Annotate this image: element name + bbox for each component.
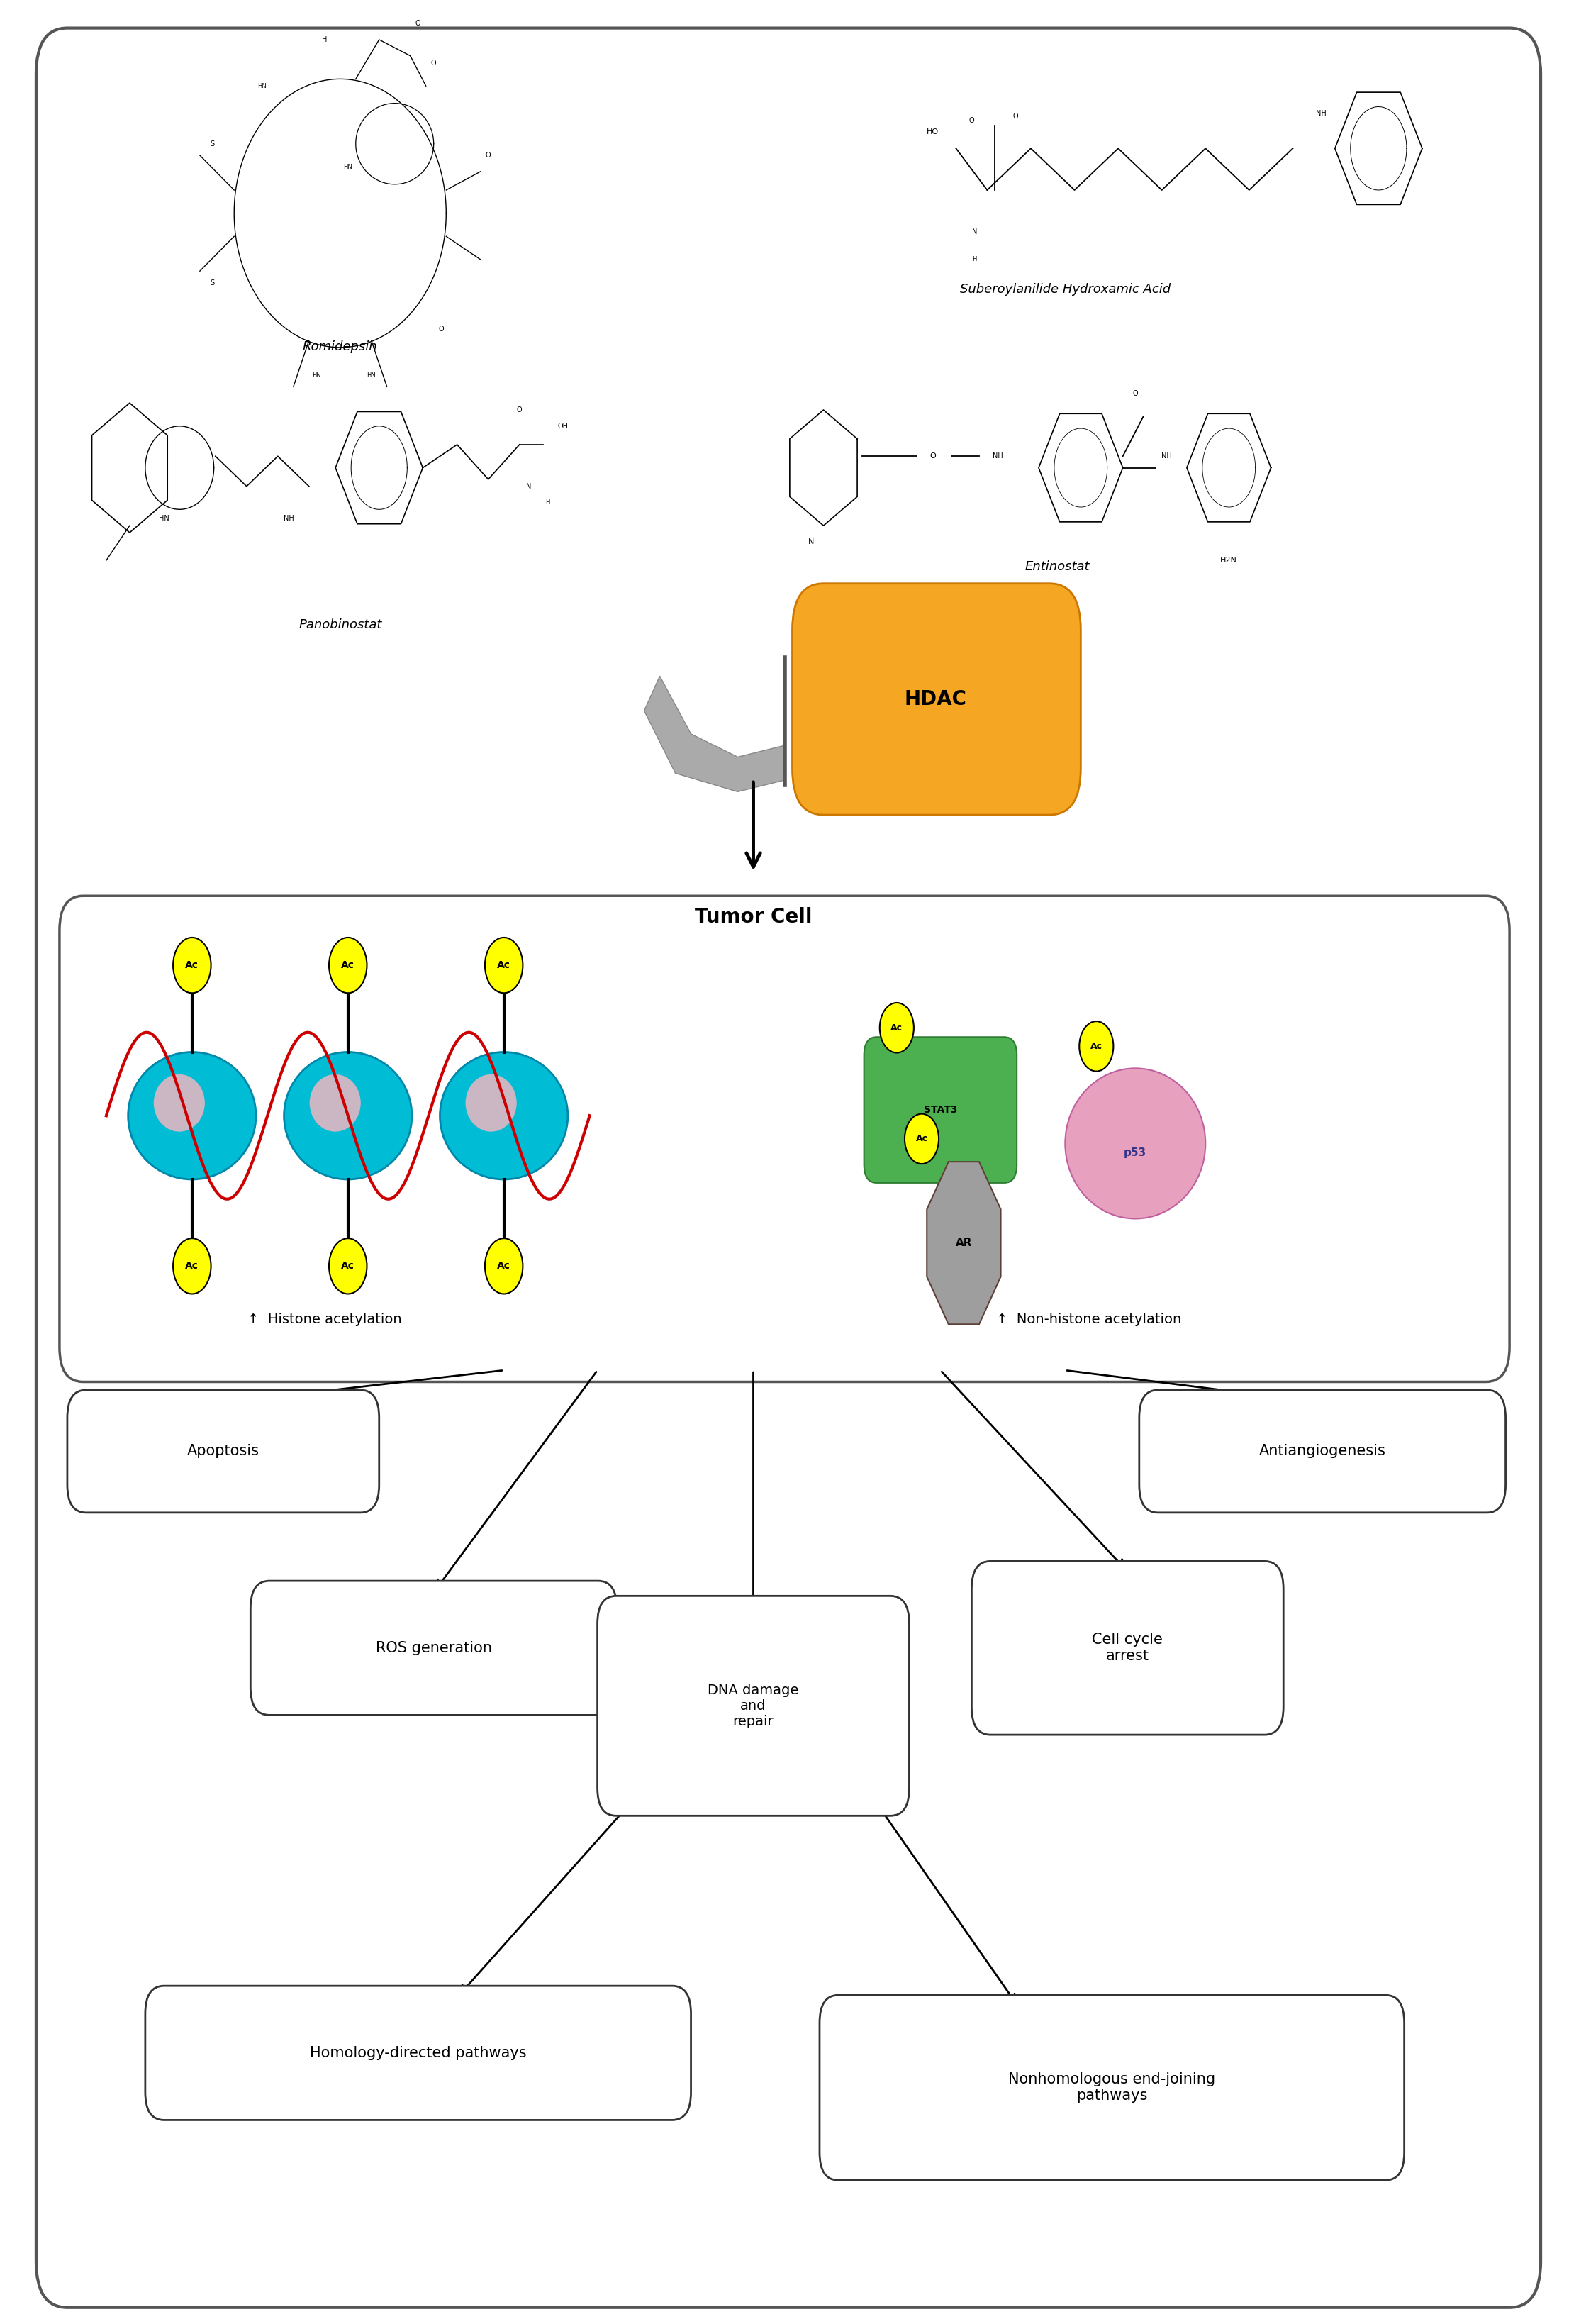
Text: OH: OH: [559, 423, 568, 430]
Text: H: H: [973, 256, 977, 263]
Ellipse shape: [129, 1053, 256, 1178]
Text: O: O: [516, 407, 522, 414]
FancyBboxPatch shape: [67, 1390, 380, 1513]
Text: NH: NH: [284, 516, 293, 523]
Text: Ac: Ac: [1090, 1041, 1103, 1050]
Text: Cell cycle
arrest: Cell cycle arrest: [1092, 1634, 1163, 1664]
Ellipse shape: [284, 1053, 411, 1178]
Text: N: N: [973, 228, 977, 235]
Text: O: O: [1133, 390, 1138, 397]
Ellipse shape: [485, 937, 522, 992]
Text: Tumor Cell: Tumor Cell: [695, 906, 813, 927]
Text: ROS generation: ROS generation: [375, 1641, 491, 1655]
Text: Apoptosis: Apoptosis: [187, 1443, 259, 1459]
FancyBboxPatch shape: [598, 1597, 908, 1815]
FancyBboxPatch shape: [792, 583, 1081, 816]
Polygon shape: [645, 676, 784, 792]
Ellipse shape: [154, 1074, 206, 1132]
Text: O: O: [1012, 112, 1018, 119]
Text: N: N: [808, 539, 814, 546]
Text: STAT3: STAT3: [924, 1104, 957, 1116]
Text: Antiangiogenesis: Antiangiogenesis: [1258, 1443, 1385, 1459]
FancyBboxPatch shape: [36, 28, 1541, 2308]
Text: O: O: [416, 21, 420, 28]
Ellipse shape: [905, 1113, 938, 1164]
Ellipse shape: [173, 1239, 210, 1294]
Text: Romidepsin: Romidepsin: [303, 342, 378, 353]
Text: H2N: H2N: [1221, 558, 1238, 565]
FancyBboxPatch shape: [1139, 1390, 1506, 1513]
Text: Nonhomologous end-joining
pathways: Nonhomologous end-joining pathways: [1009, 2073, 1216, 2103]
Text: p53: p53: [1123, 1148, 1147, 1157]
Text: O: O: [485, 151, 491, 158]
FancyBboxPatch shape: [251, 1580, 617, 1715]
Ellipse shape: [485, 1239, 522, 1294]
FancyBboxPatch shape: [60, 895, 1509, 1383]
Text: NH: NH: [1316, 109, 1326, 116]
Ellipse shape: [466, 1074, 516, 1132]
Text: N: N: [526, 483, 532, 490]
Text: Ac: Ac: [916, 1134, 927, 1143]
Text: Homology-directed pathways: Homology-directed pathways: [309, 2045, 527, 2059]
Text: O: O: [929, 453, 935, 460]
Text: S: S: [210, 279, 215, 286]
Text: HN: HN: [312, 372, 322, 379]
Ellipse shape: [1079, 1020, 1114, 1071]
Ellipse shape: [1065, 1069, 1205, 1218]
Text: NH: NH: [1161, 453, 1172, 460]
Text: Ac: Ac: [185, 960, 199, 969]
Text: DNA damage
and
repair: DNA damage and repair: [708, 1683, 799, 1729]
Ellipse shape: [309, 1074, 361, 1132]
Text: O: O: [431, 58, 436, 67]
Ellipse shape: [880, 1002, 913, 1053]
Text: HDAC: HDAC: [905, 690, 967, 709]
Text: H: H: [546, 500, 549, 507]
Text: Panobinostat: Panobinostat: [298, 618, 381, 630]
Ellipse shape: [329, 1239, 367, 1294]
Text: Ac: Ac: [497, 1262, 510, 1271]
Text: HN: HN: [367, 372, 377, 379]
Text: Ac: Ac: [497, 960, 510, 969]
Ellipse shape: [439, 1053, 568, 1178]
Text: Ac: Ac: [340, 960, 355, 969]
Ellipse shape: [329, 937, 367, 992]
Polygon shape: [927, 1162, 1001, 1325]
Text: ↑  Histone acetylation: ↑ Histone acetylation: [248, 1313, 402, 1327]
FancyBboxPatch shape: [146, 1985, 690, 2119]
FancyBboxPatch shape: [971, 1562, 1283, 1734]
Text: HN: HN: [257, 84, 267, 88]
Text: O: O: [439, 325, 444, 332]
Text: HN: HN: [344, 163, 353, 170]
Text: Ac: Ac: [891, 1023, 902, 1032]
Text: HO: HO: [927, 128, 938, 135]
Text: H: H: [322, 37, 328, 44]
Text: Ac: Ac: [340, 1262, 355, 1271]
Text: ↑  Non-histone acetylation: ↑ Non-histone acetylation: [996, 1313, 1181, 1327]
Text: AR: AR: [956, 1239, 973, 1248]
Text: S: S: [210, 139, 215, 146]
Text: Ac: Ac: [185, 1262, 199, 1271]
Text: O: O: [970, 116, 974, 123]
Text: Entinostat: Entinostat: [1025, 560, 1090, 574]
Ellipse shape: [173, 937, 210, 992]
FancyBboxPatch shape: [865, 1037, 1017, 1183]
Text: HN: HN: [158, 516, 169, 523]
FancyBboxPatch shape: [819, 1994, 1404, 2180]
Text: Suberoylanilide Hydroxamic Acid: Suberoylanilide Hydroxamic Acid: [960, 284, 1170, 295]
Text: NH: NH: [993, 453, 1003, 460]
